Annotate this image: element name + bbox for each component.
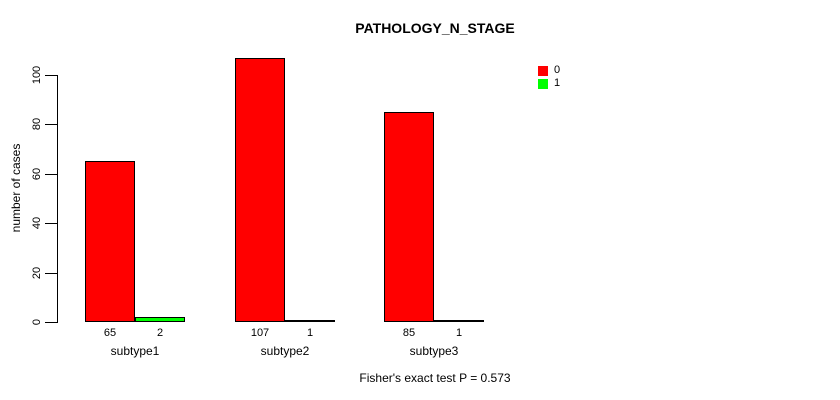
y-tick-label: 40 bbox=[31, 217, 43, 230]
bar-count-label: 107 bbox=[250, 327, 270, 339]
y-tick bbox=[45, 322, 57, 323]
y-tick bbox=[45, 124, 57, 126]
bar-subtype3-series1 bbox=[434, 319, 484, 322]
bar-count-label: 2 bbox=[156, 327, 164, 339]
y-tick-label: 60 bbox=[31, 167, 43, 180]
y-tick bbox=[45, 75, 57, 76]
y-tick bbox=[45, 173, 57, 175]
bar-count-label: 65 bbox=[103, 327, 117, 339]
y-tick-label: 100 bbox=[31, 65, 43, 85]
y-tick-label: 20 bbox=[31, 266, 43, 279]
y-tick bbox=[45, 223, 57, 225]
category-label-subtype1: subtype1 bbox=[110, 344, 160, 358]
legend-row-0: 0 bbox=[538, 65, 560, 76]
legend-label-1: 1 bbox=[554, 77, 561, 89]
legend-swatch-0 bbox=[538, 65, 548, 76]
annotation-text: Fisher's exact test P = 0.573 bbox=[359, 371, 511, 385]
y-axis-line bbox=[57, 75, 58, 323]
bar-subtype3-series0 bbox=[384, 112, 434, 322]
bar-count-label: 1 bbox=[455, 327, 463, 339]
bar-count-label: 1 bbox=[306, 327, 314, 339]
legend-row-1: 1 bbox=[538, 78, 560, 89]
legend-swatch-1 bbox=[538, 78, 548, 89]
bar-subtype1-series0 bbox=[85, 161, 135, 322]
category-label-subtype3: subtype3 bbox=[409, 344, 459, 358]
chart-title: PATHOLOGY_N_STAGE bbox=[355, 20, 515, 36]
legend-label-0: 0 bbox=[554, 64, 561, 76]
bar-subtype2-series0 bbox=[235, 57, 285, 322]
bar-count-label: 85 bbox=[402, 327, 416, 339]
y-tick-label: 0 bbox=[31, 318, 43, 326]
bar-subtype1-series1 bbox=[135, 317, 185, 322]
category-label-subtype2: subtype2 bbox=[260, 344, 310, 358]
y-tick bbox=[45, 272, 57, 274]
bar-subtype2-series1 bbox=[285, 319, 335, 322]
y-tick-label: 80 bbox=[31, 118, 43, 131]
